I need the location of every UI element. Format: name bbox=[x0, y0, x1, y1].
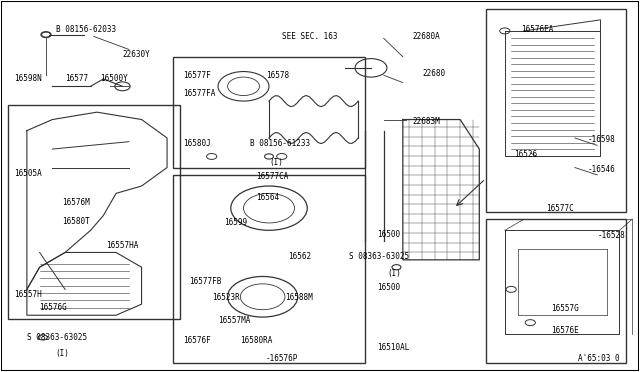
Text: 16577FB: 16577FB bbox=[189, 278, 221, 286]
Bar bbox=[173, 57, 365, 167]
Text: 16564: 16564 bbox=[256, 193, 280, 202]
Text: -16528: -16528 bbox=[597, 231, 625, 240]
Text: 16576EA: 16576EA bbox=[521, 25, 553, 33]
Text: 16577F: 16577F bbox=[183, 71, 211, 80]
Bar bbox=[486, 219, 626, 363]
Text: 16588M: 16588M bbox=[285, 293, 313, 302]
Text: SEE SEC. 163: SEE SEC. 163 bbox=[282, 32, 337, 41]
Text: B 08156-62033: B 08156-62033 bbox=[56, 25, 116, 33]
Text: 16510AL: 16510AL bbox=[378, 343, 410, 352]
Text: (I): (I) bbox=[387, 269, 401, 278]
Text: 16576F: 16576F bbox=[183, 336, 211, 345]
Text: 16580T: 16580T bbox=[62, 217, 90, 225]
Text: 16557G: 16557G bbox=[550, 304, 579, 313]
Text: 16562: 16562 bbox=[288, 252, 311, 262]
Text: A'65:03 0: A'65:03 0 bbox=[578, 354, 620, 363]
Bar bbox=[173, 175, 365, 363]
Text: (I): (I) bbox=[269, 157, 283, 167]
Text: 22683M: 22683M bbox=[412, 117, 440, 126]
Text: 16578: 16578 bbox=[266, 71, 289, 80]
Text: 16577CA: 16577CA bbox=[256, 172, 289, 181]
Text: 16523R: 16523R bbox=[212, 293, 239, 302]
Text: 22680: 22680 bbox=[422, 69, 445, 78]
Text: 16577FA: 16577FA bbox=[183, 89, 216, 98]
Text: 16598N: 16598N bbox=[14, 74, 42, 83]
Text: 16557HA: 16557HA bbox=[106, 241, 139, 250]
Bar bbox=[8, 105, 180, 319]
Text: 16576G: 16576G bbox=[40, 303, 67, 312]
Text: 16577: 16577 bbox=[65, 74, 88, 83]
Text: 16577C: 16577C bbox=[546, 203, 574, 213]
Text: (I): (I) bbox=[56, 350, 69, 359]
Text: B 08156-61233: B 08156-61233 bbox=[250, 139, 310, 148]
Bar bbox=[486, 9, 626, 212]
Text: 16557MA: 16557MA bbox=[218, 316, 250, 325]
Text: 16599: 16599 bbox=[225, 218, 248, 227]
Text: 16505A: 16505A bbox=[14, 169, 42, 177]
Text: 16576E: 16576E bbox=[550, 326, 579, 335]
Text: 16576M: 16576M bbox=[62, 198, 90, 207]
Text: 16500: 16500 bbox=[378, 230, 401, 239]
Text: 16526: 16526 bbox=[515, 150, 538, 159]
Text: 16580RA: 16580RA bbox=[241, 336, 273, 345]
Text: -16576P: -16576P bbox=[266, 354, 298, 363]
Text: -16546: -16546 bbox=[588, 165, 616, 174]
Text: 22680A: 22680A bbox=[412, 32, 440, 41]
Text: 16580J: 16580J bbox=[183, 139, 211, 148]
Text: 22630Y: 22630Y bbox=[122, 51, 150, 60]
Text: 16500Y: 16500Y bbox=[100, 74, 128, 83]
Text: -16598: -16598 bbox=[588, 135, 616, 144]
Text: S 08363-63025: S 08363-63025 bbox=[349, 252, 409, 262]
Text: 16557H: 16557H bbox=[14, 291, 42, 299]
Text: S 08363-63025: S 08363-63025 bbox=[27, 333, 87, 342]
Text: 16500: 16500 bbox=[378, 283, 401, 292]
